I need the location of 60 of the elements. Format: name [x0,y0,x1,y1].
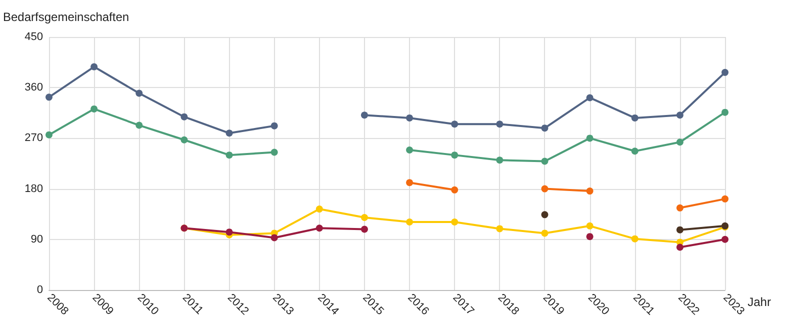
y-tick-label: 0 [36,284,43,296]
point [722,68,728,76]
point [496,156,504,164]
point [270,148,278,156]
point [631,114,638,122]
point [631,235,638,242]
point [46,94,52,101]
point [676,204,684,212]
point [360,214,368,221]
point [360,226,368,233]
point [541,211,548,218]
point [586,94,594,102]
point [451,186,458,194]
point [226,152,233,159]
point [360,112,368,119]
y-tick-label: 270 [24,132,43,144]
x-axis-title: Jahr [748,295,771,309]
point [541,158,548,165]
point [676,112,684,119]
point [722,195,728,202]
point [226,228,233,236]
y-tick-label: 90 [30,233,43,246]
point [226,130,233,137]
point [136,122,143,129]
point [180,136,188,144]
y-tick-label: 360 [24,82,43,94]
y-tick-label: 180 [24,182,43,195]
point [541,185,548,192]
point [270,234,278,242]
point [451,120,458,128]
point [90,63,98,70]
point [136,90,143,97]
point [676,244,684,251]
point [676,138,684,146]
point [586,188,594,195]
point [586,233,594,240]
point [586,222,594,230]
point [180,113,188,120]
point [46,131,52,138]
point [722,236,728,243]
point [316,224,323,232]
point [316,206,323,213]
y-axis-title: Bedarfsgemeinschaften [3,10,130,24]
point [631,148,638,155]
point [406,179,414,186]
point [406,218,414,226]
point [496,120,504,128]
point [722,108,728,116]
point [676,226,684,234]
point [586,134,594,142]
point [406,114,414,122]
point [451,152,458,159]
point [90,105,98,112]
point [541,230,548,237]
point [541,124,548,132]
point [406,146,414,154]
point [451,218,458,226]
y-tick-label: 450 [24,31,43,43]
point [496,225,504,232]
point [270,122,278,130]
